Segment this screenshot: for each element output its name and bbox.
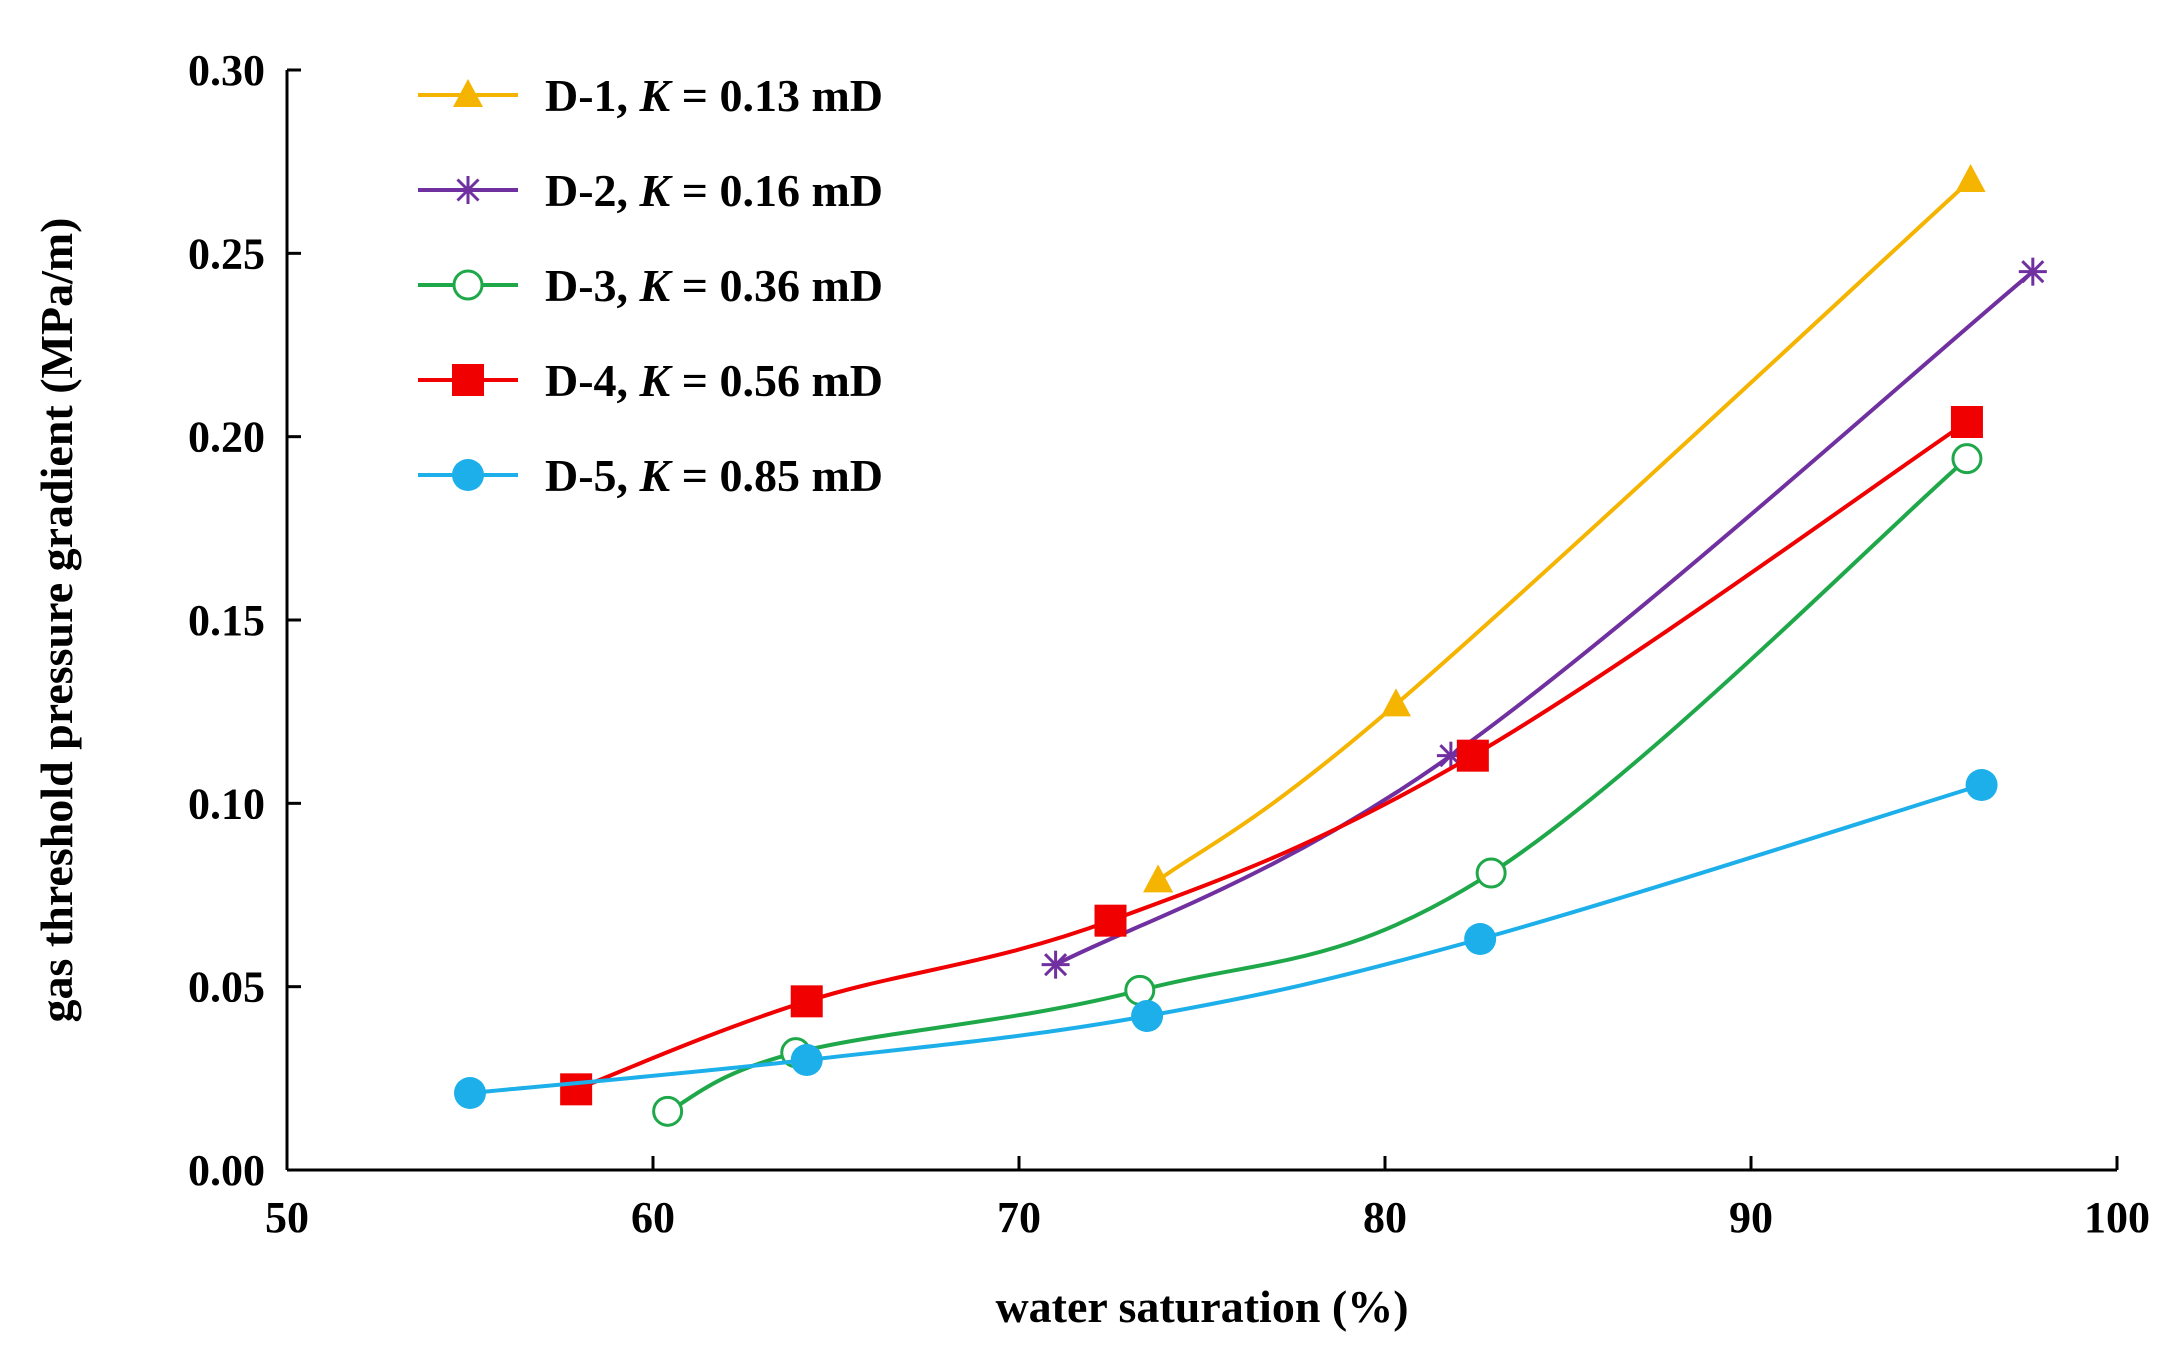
legend-k-symbol: K xyxy=(639,165,674,216)
series-line-d-4 xyxy=(574,420,1969,1092)
legend-k-value: = 0.16 mD xyxy=(670,165,883,216)
legend-marker xyxy=(453,79,483,107)
y-axis-title: gas threshold pressure gradient (MPa/m) xyxy=(31,218,82,1023)
legend-k-symbol: K xyxy=(639,355,674,406)
series-d-5 xyxy=(454,769,1998,1109)
y-tick-label: 0.10 xyxy=(188,779,265,828)
data-point-d-5 xyxy=(1965,769,1998,801)
legend-label: D-5, K = 0.85 mD xyxy=(545,450,883,501)
x-tick-label: 100 xyxy=(2084,1193,2150,1242)
data-point-d-5 xyxy=(1131,1000,1164,1032)
legend-series-name: D-1 xyxy=(545,70,617,121)
series-line-d-5 xyxy=(468,783,1984,1095)
series-d-3 xyxy=(652,443,1983,1127)
x-tick-label: 60 xyxy=(631,1193,675,1242)
data-point-d-1 xyxy=(1380,688,1411,717)
legend-label: D-2, K = 0.16 mD xyxy=(545,165,883,216)
data-point-d-3 xyxy=(1951,443,1983,475)
data-point-d-4 xyxy=(1456,739,1489,772)
data-point-d-5 xyxy=(454,1077,486,1109)
legend: D-1, K = 0.13 mD D-2, K = 0.16 mD D-3, K =… xyxy=(418,70,883,501)
data-point-d-5 xyxy=(1464,923,1497,955)
legend-separator: , xyxy=(617,355,640,406)
y-tick-label: 0.05 xyxy=(188,963,265,1012)
y-tick-label: 0.00 xyxy=(188,1146,265,1195)
legend-marker xyxy=(454,176,482,204)
data-point-d-5 xyxy=(790,1044,823,1076)
data-point-d-3 xyxy=(652,1095,684,1127)
legend-item-d-5: D-5, K = 0.85 mD xyxy=(418,450,883,501)
data-point-d-2 xyxy=(2018,257,2047,286)
x-tick-label: 50 xyxy=(265,1193,309,1242)
legend-item-d-2: D-2, K = 0.16 mD xyxy=(418,165,883,216)
legend-k-symbol: K xyxy=(639,450,674,501)
legend-label: D-4, K = 0.56 mD xyxy=(545,355,883,406)
series-d-2 xyxy=(1041,257,2047,979)
legend-label: D-3, K = 0.36 mD xyxy=(545,260,883,311)
tick-group: 50 60 70 80 90 100 0.00 0.05 0.10 0.15 0.20 0.25 0.3… xyxy=(188,46,2150,1242)
data-point-d-4 xyxy=(560,1073,593,1106)
data-point-d-4 xyxy=(1094,904,1127,937)
legend-k-value: = 0.36 mD xyxy=(670,260,883,311)
legend-k-value: = 0.56 mD xyxy=(670,355,883,406)
y-tick-label: 0.20 xyxy=(188,413,265,462)
series-d-4 xyxy=(560,406,1983,1106)
x-tick-label: 90 xyxy=(1729,1193,1773,1242)
y-tick-label: 0.15 xyxy=(188,596,265,645)
series-line-d-1 xyxy=(1156,178,1973,883)
data-point-d-1 xyxy=(1955,164,1986,192)
legend-k-value: = 0.13 mD xyxy=(670,70,883,121)
legend-separator: , xyxy=(617,450,640,501)
x-tick-label: 80 xyxy=(1363,1193,1407,1242)
legend-separator: , xyxy=(617,260,640,311)
data-point-d-4 xyxy=(790,985,823,1018)
series-d-1 xyxy=(1143,164,1986,893)
legend-k-value: = 0.85 mD xyxy=(670,450,883,501)
legend-marker xyxy=(452,364,484,396)
legend-series-name: D-4 xyxy=(545,355,617,406)
legend-separator: , xyxy=(617,70,640,121)
data-point-d-3 xyxy=(1124,974,1156,1006)
data-point-d-3 xyxy=(1475,857,1507,889)
data-point-d-4 xyxy=(1950,406,1983,438)
x-axis-title: water saturation (%) xyxy=(995,1281,1408,1332)
legend-series-name: D-5 xyxy=(545,450,617,501)
x-tick-label: 70 xyxy=(997,1193,1041,1242)
y-tick-label: 0.25 xyxy=(188,229,265,278)
legend-series-name: D-3 xyxy=(545,260,617,311)
legend-marker xyxy=(452,459,484,491)
legend-separator: , xyxy=(617,165,640,216)
legend-series-name: D-2 xyxy=(545,165,617,216)
legend-item-d-4: D-4, K = 0.56 mD xyxy=(418,355,883,406)
legend-label: D-1, K = 0.13 mD xyxy=(545,70,883,121)
data-point-d-2 xyxy=(1041,950,1070,979)
legend-item-d-3: D-3, K = 0.36 mD xyxy=(418,260,883,311)
legend-k-symbol: K xyxy=(639,70,674,121)
legend-k-symbol: K xyxy=(639,260,674,311)
series-group xyxy=(454,164,2047,1127)
y-tick-label: 0.30 xyxy=(188,46,265,95)
series-line-d-2 xyxy=(1053,269,2035,967)
data-point-d-1 xyxy=(1143,864,1174,893)
legend-marker xyxy=(452,269,484,301)
legend-item-d-1: D-1, K = 0.13 mD xyxy=(418,70,883,121)
